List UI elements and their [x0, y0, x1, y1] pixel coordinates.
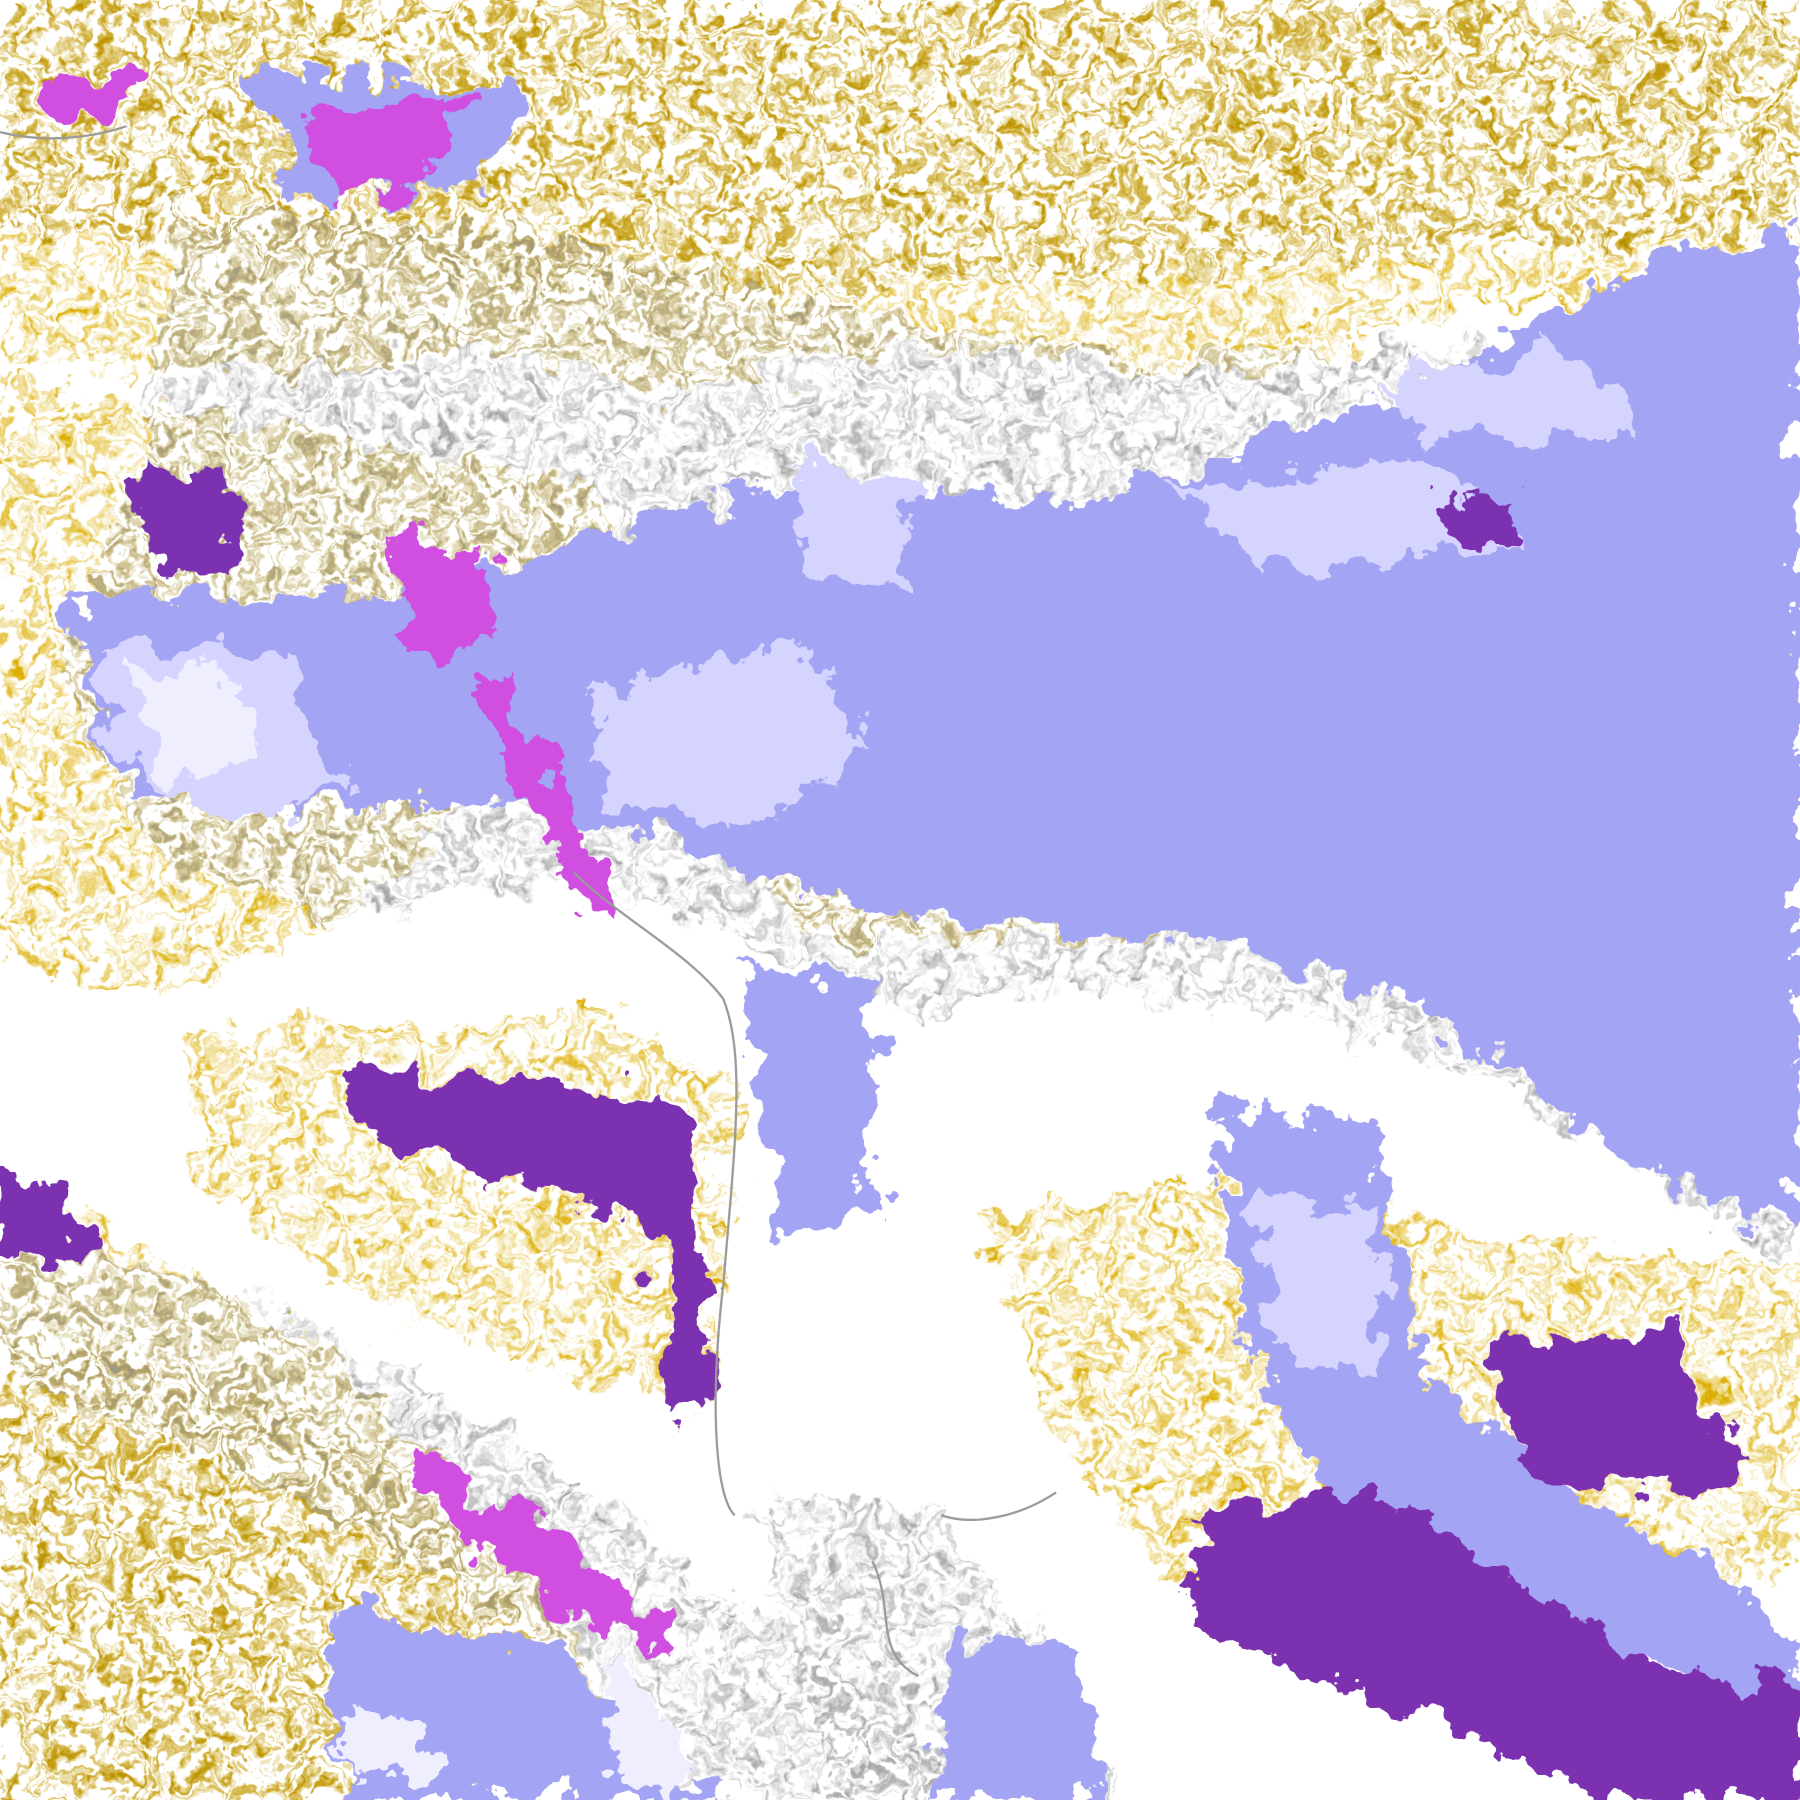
magenta-cloud-streaks	[45, 68, 666, 1654]
purple-deep-cloud-regions	[0, 470, 1800, 1800]
light-lavender-cloud-tops	[91, 344, 1631, 1800]
coastline-outlines	[0, 125, 1057, 1678]
